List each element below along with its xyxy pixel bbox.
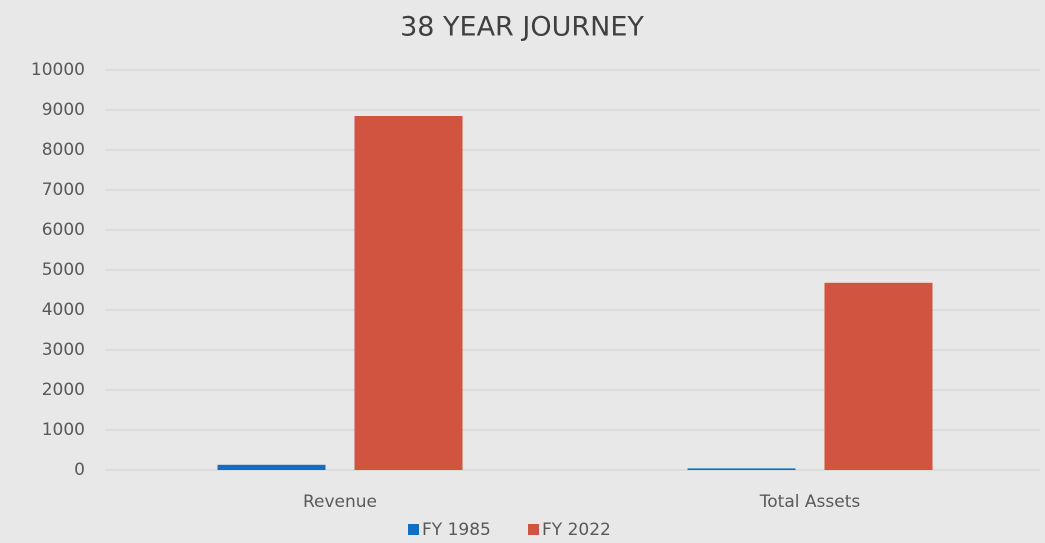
y-tick-label: 6000 [42,220,85,240]
x-tick-label: Total Assets [759,492,861,512]
y-tick-label: 4000 [42,300,85,320]
y-tick-label: 7000 [42,180,85,200]
y-tick-label: 0 [74,460,85,480]
bar [354,116,463,470]
legend-swatch [528,524,539,535]
legend-label: FY 2022 [542,520,611,540]
chart-title: 38 YEAR JOURNEY [400,12,644,43]
y-tick-label: 8000 [42,140,85,160]
x-tick-label: Revenue [303,492,377,512]
bar [824,282,933,470]
legend-label: FY 1985 [422,520,491,540]
y-tick-label: 2000 [42,380,85,400]
legend-swatch [408,524,419,535]
bar [217,464,326,470]
y-tick-label: 10000 [31,60,85,80]
y-tick-label: 5000 [42,260,85,280]
bar [687,468,796,470]
y-tick-label: 9000 [42,100,85,120]
y-tick-label: 1000 [42,420,85,440]
y-tick-label: 3000 [42,340,85,360]
